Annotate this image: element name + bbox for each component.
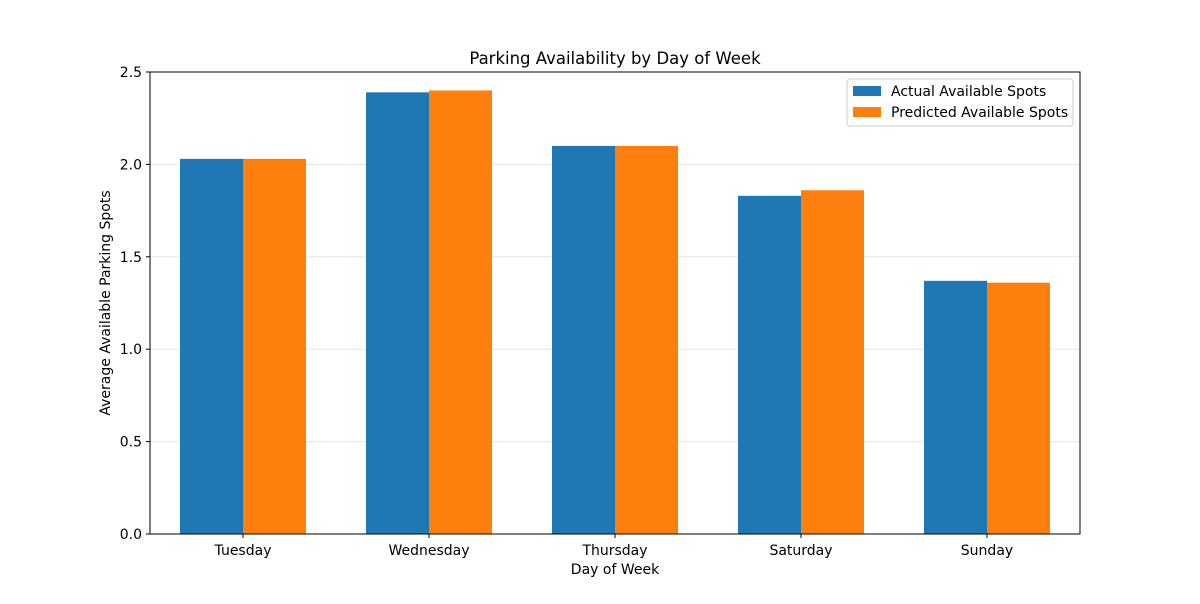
y-tick-label: 2.5 (120, 65, 142, 81)
bar (366, 92, 429, 534)
legend-label: Predicted Available Spots (891, 105, 1068, 121)
bar (801, 190, 864, 534)
x-tick-label: Thursday (581, 543, 647, 559)
bars (180, 90, 1050, 535)
bar (429, 90, 492, 534)
legend-swatch (853, 86, 881, 96)
bar (180, 158, 243, 534)
chart-title: Parking Availability by Day of Week (469, 49, 761, 68)
y-tick-label: 1.5 (120, 250, 142, 266)
legend-label: Actual Available Spots (891, 84, 1046, 100)
y-tick-label: 1.0 (120, 342, 142, 358)
y-axis-label: Average Available Parking Spots (98, 190, 114, 415)
y-tick-label: 0.0 (120, 527, 142, 543)
legend-swatch (853, 107, 881, 117)
x-tick-label: Sunday (961, 543, 1013, 559)
y-tick-label: 2.0 (120, 157, 142, 173)
bar (924, 280, 987, 534)
x-tick-label: Wednesday (388, 543, 469, 559)
x-tick-label: Saturday (769, 543, 832, 559)
legend-box (846, 78, 1074, 127)
x-tick-label: Tuesday (214, 543, 272, 559)
legend: Actual Available Spots Predicted Availabl… (846, 78, 1074, 127)
bar (987, 282, 1050, 534)
bar (552, 145, 615, 535)
y-tick-label: 0.5 (120, 435, 142, 451)
bar (615, 145, 678, 535)
bar (738, 195, 801, 535)
bar (243, 158, 306, 534)
axis-ticks: 0.0 0.5 1.0 1.5 2.0 2.5 Tuesday Wednesday Thursd… (120, 65, 1013, 559)
x-axis-label: Day of Week (571, 562, 660, 578)
